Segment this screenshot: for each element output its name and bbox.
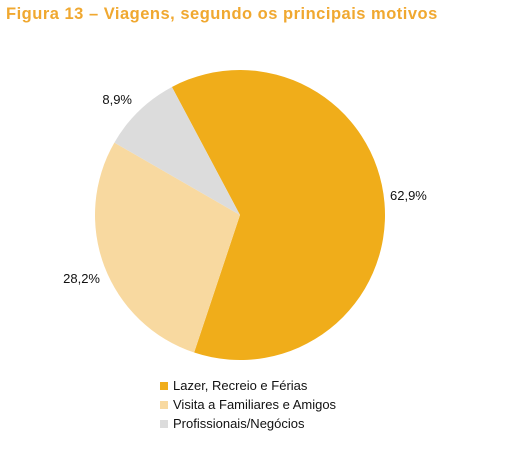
legend-item-0: Lazer, Recreio e Férias xyxy=(160,376,336,395)
legend-label: Visita a Familiares e Amigos xyxy=(173,397,337,412)
data-label-1: 28,2% xyxy=(63,271,100,286)
chart-legend: Lazer, Recreio e Férias Visita a Familiar… xyxy=(160,376,336,433)
pie-slice-1 xyxy=(94,142,240,353)
legend-swatch xyxy=(160,400,168,409)
legend-label: Lazer, Recreio e Férias xyxy=(173,378,308,393)
data-label-0: 62,9% xyxy=(390,188,427,203)
data-label-2: 8,9% xyxy=(102,92,132,107)
legend-item-1: Visita a Familiares e Amigos xyxy=(160,395,336,414)
pie-slice-2 xyxy=(114,86,240,216)
legend-swatch xyxy=(160,381,168,390)
legend-item-2: Profissionais/Negócios xyxy=(160,414,336,433)
legend-label: Profissionais/Negócios xyxy=(173,416,305,431)
pie-slice-0 xyxy=(171,69,386,361)
legend-swatch xyxy=(160,419,168,428)
chart-title: Figura 13 – Viagens, segundo os principa… xyxy=(6,5,438,23)
